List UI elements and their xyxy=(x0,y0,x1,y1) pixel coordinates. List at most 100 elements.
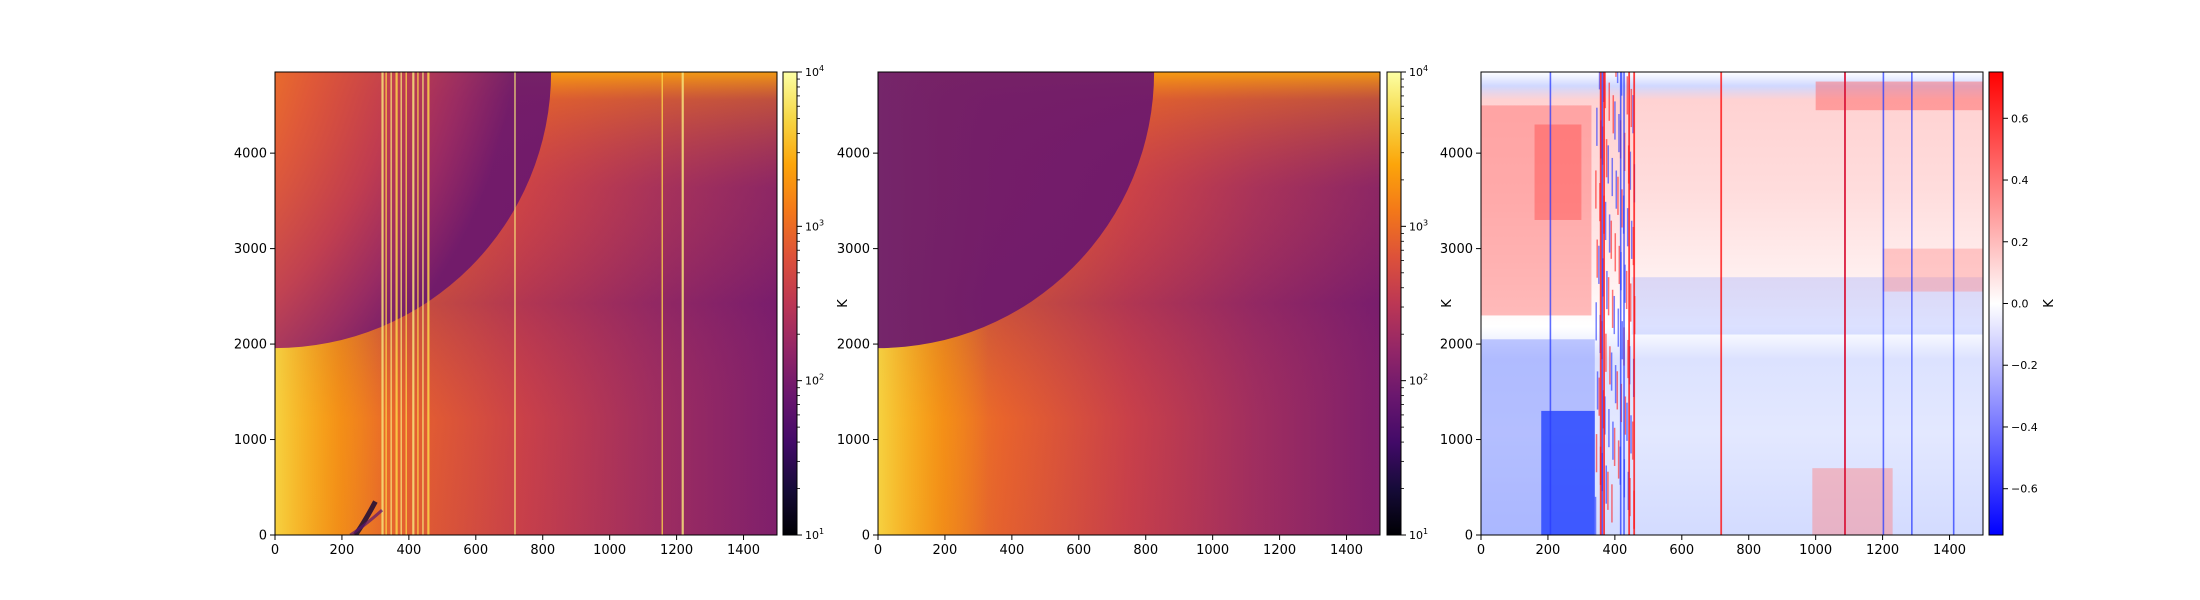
bright-stripe xyxy=(681,72,684,535)
x-tick-label: 0 xyxy=(271,543,279,558)
noise-streak xyxy=(1615,170,1618,209)
noise-streak xyxy=(1616,72,1619,84)
x-tick-label: 1000 xyxy=(1196,543,1229,558)
x-tick-label: 1200 xyxy=(1263,543,1296,558)
noise-streak xyxy=(1614,233,1617,272)
warm-region xyxy=(1481,105,1592,316)
x-tick-label: 400 xyxy=(1602,543,1627,558)
bright-stripe xyxy=(395,72,398,535)
noise-streak xyxy=(1595,302,1597,341)
colorbar-tick-label: 102 xyxy=(805,373,824,388)
noise-streak xyxy=(1630,88,1633,128)
bright-stripe xyxy=(390,72,392,535)
noise-streak xyxy=(1616,371,1619,410)
noise-streak xyxy=(1618,114,1620,153)
red-stripe xyxy=(1628,72,1631,535)
noise-streak xyxy=(1608,408,1610,448)
y-tick-label: 0 xyxy=(259,529,267,544)
noise-streak xyxy=(1605,333,1607,372)
y-tick-label: 4000 xyxy=(837,147,870,162)
blue-stripe xyxy=(1882,72,1885,535)
noise-streak xyxy=(1626,402,1628,441)
x-tick-label: 800 xyxy=(1736,543,1761,558)
noise-streak xyxy=(1626,76,1629,115)
noise-streak xyxy=(1624,396,1627,435)
red-stripe xyxy=(1599,72,1602,535)
colorbar-frame xyxy=(782,71,798,536)
colorbar-tick-label: 0.0 xyxy=(2011,298,2029,311)
colorbar-tick-label: 104 xyxy=(805,64,824,79)
noise-streak xyxy=(1617,308,1620,347)
noise-streak xyxy=(1611,157,1614,197)
noise-streak xyxy=(1598,245,1600,284)
noise-streak xyxy=(1596,371,1599,410)
colorbar-tick-label: 104 xyxy=(1409,64,1428,79)
y-tick-label: 3000 xyxy=(234,242,267,257)
x-tick-label: 800 xyxy=(530,543,555,558)
x-tick-label: 1000 xyxy=(593,543,626,558)
x-tick-label: 600 xyxy=(1669,543,1694,558)
axes-frame xyxy=(1480,71,1984,536)
heatmap-image xyxy=(1481,72,1983,535)
x-tick-label: 1200 xyxy=(660,543,693,558)
colorbar-tick-label: 103 xyxy=(805,218,824,233)
heatmap-image xyxy=(275,72,777,535)
bright-stripe xyxy=(427,72,430,535)
noise-streak xyxy=(1612,95,1615,134)
colorbar-label: K xyxy=(1440,299,1455,308)
colorbar-gradient xyxy=(783,72,797,535)
noise-streak xyxy=(1620,72,1623,96)
colorbar-gradient xyxy=(1387,72,1401,535)
colorbar-tick-label: −0.6 xyxy=(2011,483,2038,496)
noise-streak xyxy=(1621,321,1624,360)
noise-streak xyxy=(1629,283,1632,322)
heatmap-hot-corner xyxy=(878,72,1155,349)
y-tick-label: 2000 xyxy=(1440,338,1473,353)
y-tick-label: 2000 xyxy=(837,338,870,353)
warm-region xyxy=(1882,248,1983,292)
noise-streak xyxy=(1604,72,1606,109)
y-tick-label: 1000 xyxy=(1440,433,1473,448)
bright-stripe xyxy=(661,72,663,535)
colorbar-tick-label: 103 xyxy=(1409,218,1428,233)
blue-stripe xyxy=(1619,72,1622,535)
colorbar-tick-label: 102 xyxy=(1409,373,1428,388)
x-tick-label: 1400 xyxy=(1933,543,1966,558)
y-tick-label: 0 xyxy=(862,529,870,544)
x-tick-label: 200 xyxy=(330,543,355,558)
blue-stripe xyxy=(1601,72,1604,535)
x-tick-label: 800 xyxy=(1133,543,1158,558)
x-tick-label: 400 xyxy=(999,543,1024,558)
red-stripe xyxy=(1603,72,1605,535)
y-tick-label: 1000 xyxy=(234,433,267,448)
noise-streak xyxy=(1609,346,1611,385)
noise-streak xyxy=(1610,220,1613,259)
dark-streak xyxy=(353,500,378,535)
x-tick-label: 200 xyxy=(933,543,958,558)
colorbar-label: K xyxy=(2042,299,2057,308)
noise-streak xyxy=(1608,214,1611,253)
noise-streak xyxy=(1595,434,1598,473)
noise-streak xyxy=(1595,170,1597,209)
noise-streak xyxy=(1611,484,1613,523)
warm-region xyxy=(1815,81,1983,111)
x-tick-label: 0 xyxy=(1477,543,1485,558)
bright-stripe xyxy=(422,72,424,535)
heatmap-panel-3: 0 200 400 600 800 1000 1200 1400 0 1000 2000 3000 40… xyxy=(1440,71,2057,558)
y-tick-label: 0 xyxy=(1465,529,1473,544)
colorbar-tick-label: 101 xyxy=(805,527,824,542)
noise-streak xyxy=(1621,189,1623,228)
blue-stripe xyxy=(1623,72,1625,535)
dark-streak xyxy=(349,509,384,535)
blue-stripe xyxy=(1911,72,1913,535)
noise-streak xyxy=(1630,415,1632,454)
noise-streak xyxy=(1624,264,1626,303)
warm-region xyxy=(1534,124,1582,220)
noise-streak xyxy=(1598,377,1600,416)
colorbar-tick-label: 101 xyxy=(1409,527,1428,542)
cool-region xyxy=(1631,277,1983,335)
noise-streak xyxy=(1594,496,1597,535)
warm-region xyxy=(1812,468,1893,535)
noise-streak xyxy=(1606,270,1608,310)
